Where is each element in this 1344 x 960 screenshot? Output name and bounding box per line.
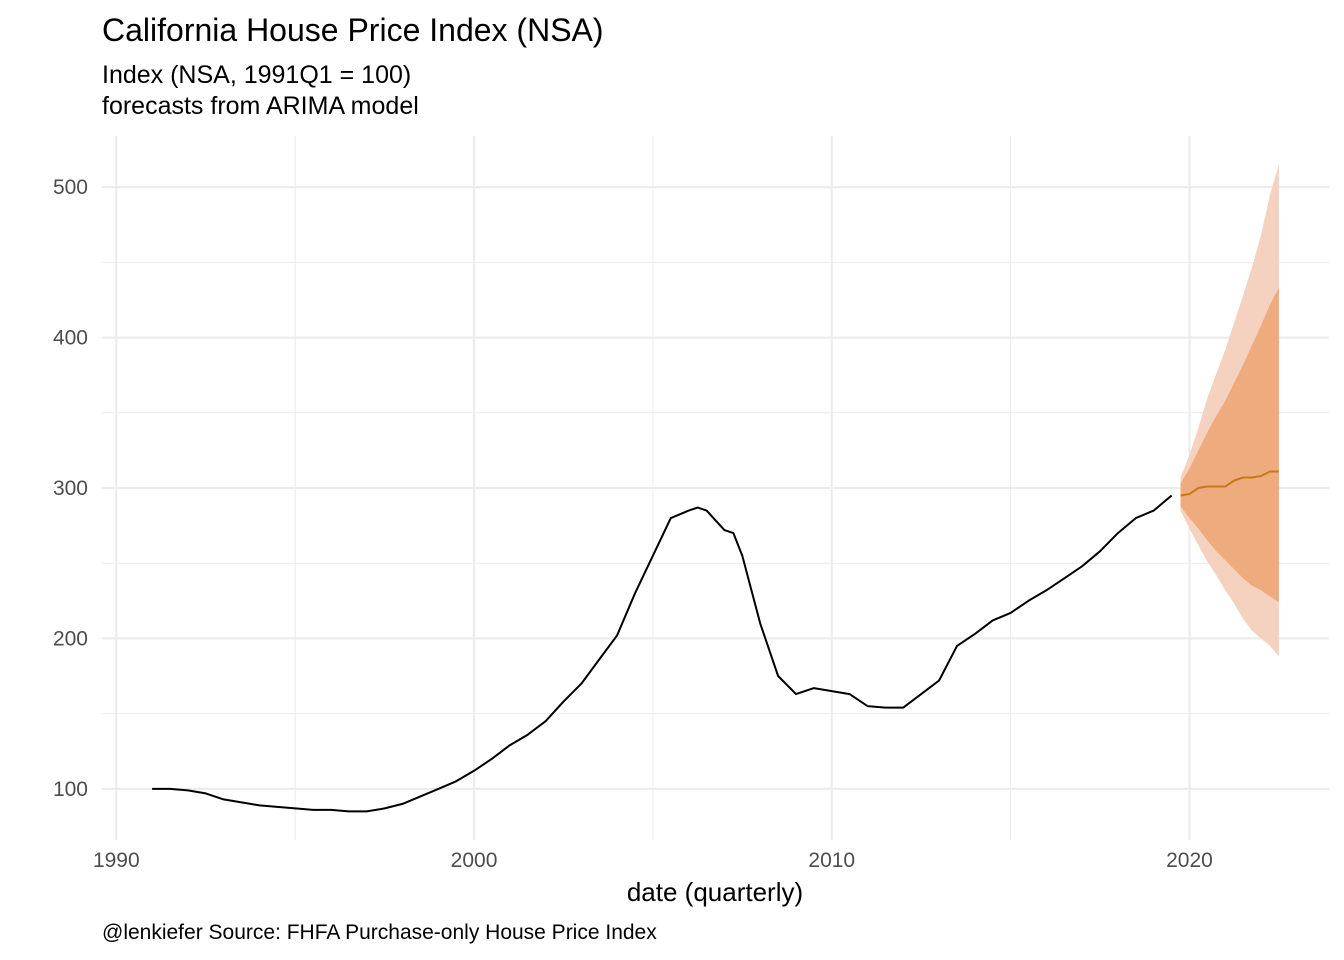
forecast-mean-line bbox=[1180, 470, 1279, 497]
y-tick-label: 200 bbox=[53, 627, 88, 650]
x-tick-label: 2000 bbox=[451, 849, 498, 872]
forecast-band-80 bbox=[1180, 287, 1279, 603]
x-axis-title: date (quarterly) bbox=[627, 877, 803, 907]
y-tick-label: 300 bbox=[53, 477, 88, 500]
tick-labels: 100 200 300 400 500 1990 2000 2010 2020 bbox=[53, 176, 1213, 872]
chart-title: California House Price Index (NSA) bbox=[102, 12, 604, 48]
x-tick-label: 2020 bbox=[1166, 849, 1213, 872]
forecast-bands bbox=[1180, 164, 1279, 657]
series-lines bbox=[152, 470, 1279, 813]
subtitle-line-2: forecasts from ARIMA model bbox=[102, 92, 419, 120]
chart-subtitle: Index (NSA, 1991Q1 = 100) forecasts from… bbox=[102, 60, 419, 122]
grid bbox=[102, 136, 1329, 840]
x-tick-label: 2010 bbox=[808, 849, 855, 872]
subtitle-line-1: Index (NSA, 1991Q1 = 100) bbox=[102, 61, 412, 89]
chart-caption: @lenkiefer Source: FHFA Purchase-only Ho… bbox=[102, 921, 657, 944]
history-line bbox=[152, 494, 1173, 813]
y-tick-label: 500 bbox=[53, 176, 88, 199]
y-tick-label: 100 bbox=[53, 778, 88, 801]
x-tick-label: 1990 bbox=[93, 849, 140, 872]
y-tick-label: 400 bbox=[53, 327, 88, 350]
